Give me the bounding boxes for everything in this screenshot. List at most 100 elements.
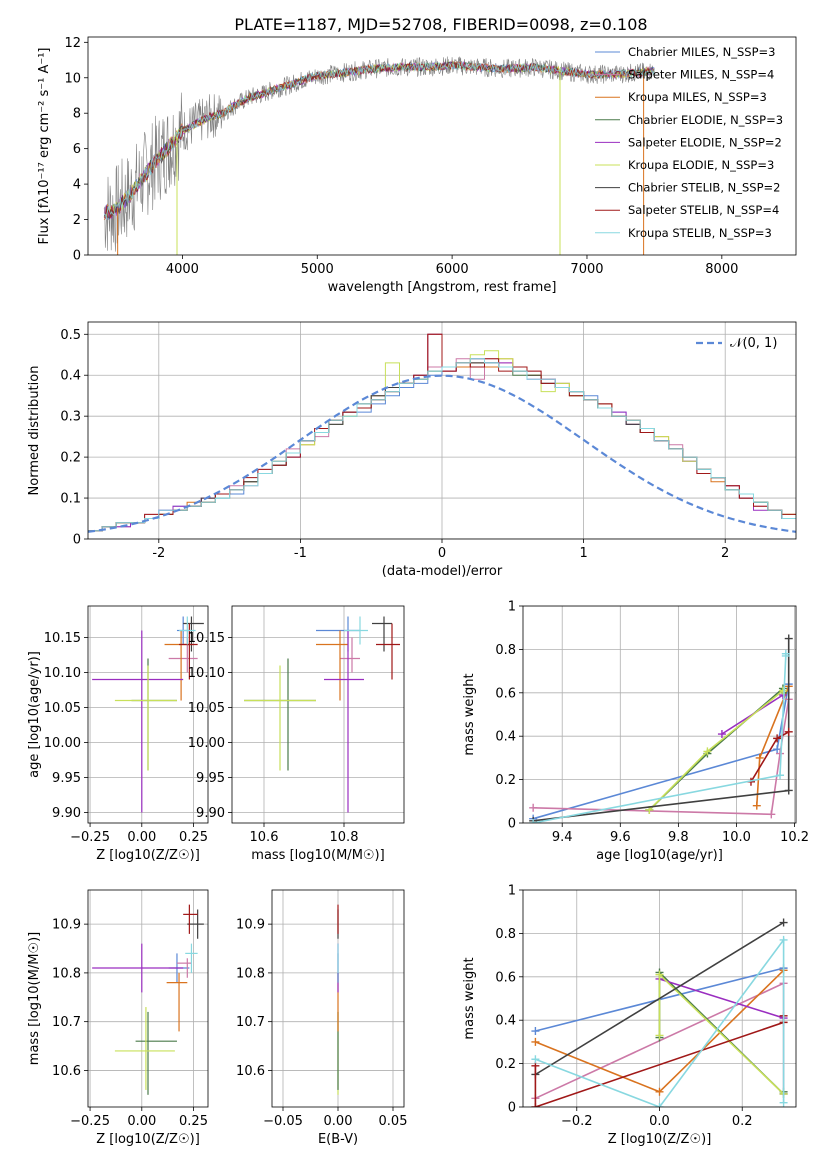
y-tick-label: 0.8 <box>495 927 516 942</box>
legend-label: 𝒩(0, 1) <box>730 336 777 351</box>
y-tick-label: 10.6 <box>236 1064 265 1079</box>
weight-marker-salpeter_stelib <box>773 734 782 743</box>
y-tick-label: 0 <box>508 1101 516 1116</box>
plot-area <box>523 606 796 823</box>
axes-frame <box>87 605 209 824</box>
y-tick-label: 0.6 <box>495 970 516 985</box>
y-tick-label: 10.00 <box>188 736 225 751</box>
y-tick-label: 0.4 <box>495 730 516 745</box>
y-tick-label: 10.8 <box>52 966 81 981</box>
legend-label: Salpeter STELIB, N_SSP=4 <box>628 203 779 217</box>
y-tick-label: 1 <box>508 600 516 615</box>
axes-frame <box>522 889 797 1108</box>
y-tick-label: 10.15 <box>188 631 225 646</box>
x-tick-label: 7000 <box>570 262 603 277</box>
y-tick-label: 0 <box>73 533 81 548</box>
legend-label: Kroupa MILES, N_SSP=3 <box>628 90 767 104</box>
panel-age-vs-mass: 10.6 10.8 9.90 9.95 10.00 10.05 10.10 10.15 mass… <box>188 605 405 863</box>
y-tick-label: 10 <box>64 71 81 86</box>
y-tick-label: 10.10 <box>44 666 81 681</box>
weight-marker-kroupa_miles <box>531 1037 540 1046</box>
panels: 4000 5000 6000 7000 8000024681012wavelength … <box>27 36 809 1147</box>
legend-label: Kroupa STELIB, N_SSP=3 <box>628 226 772 240</box>
y-tick-label: 10.6 <box>52 1064 81 1079</box>
x-tick-label: 1 <box>579 546 587 561</box>
x-tick-label: 8000 <box>705 262 738 277</box>
weight-marker-kroupa_miles <box>655 1087 664 1096</box>
y-tick-label: 10.05 <box>188 701 225 716</box>
plot-area <box>88 890 208 1107</box>
y-tick-label: 0.6 <box>495 686 516 701</box>
weight-marker-chabrier_stelib <box>784 786 793 795</box>
weight-marker-kroupa_stelib <box>776 771 785 780</box>
x-tick-label: 0.0 <box>649 1114 670 1129</box>
y-tick-label: 0.2 <box>495 773 516 788</box>
weight-marker-kroupa_miles <box>752 801 761 810</box>
x-tick-label: 9.8 <box>668 830 689 845</box>
weight-marker-chabrier_stelib <box>779 918 788 927</box>
weight-marker-chabrier_miles <box>531 1027 540 1036</box>
x-tick-label: 0.25 <box>179 1114 208 1129</box>
y-axis-label: age [log10(age/yr)] <box>27 651 42 778</box>
y-tick-label: 10.00 <box>44 736 81 751</box>
weight-marker-kroupa_stelib <box>779 935 788 944</box>
x-tick-label: 0.00 <box>324 1114 353 1129</box>
y-axis-label: mass weight <box>462 957 477 1039</box>
y-tick-label: 9.95 <box>52 771 81 786</box>
weight-marker-kroupa_stelib <box>779 1098 788 1107</box>
legend-label: Chabrier ELODIE, N_SSP=3 <box>628 113 783 127</box>
x-tick-label: 10.2 <box>780 830 809 845</box>
weight-marker-chabrier_stelib <box>784 634 793 643</box>
x-tick-label: 6000 <box>436 262 469 277</box>
axes-frame <box>87 889 209 1108</box>
y-axis-label: Normed distribution <box>27 366 42 496</box>
x-tick-label: 10.0 <box>722 830 751 845</box>
axes-frame <box>87 321 797 540</box>
weight-marker-salpeter_miles <box>529 803 538 812</box>
weight-marker-kroupa_elodie <box>655 970 664 979</box>
y-tick-label: 0 <box>508 817 516 832</box>
y-tick-label: 10.15 <box>44 631 81 646</box>
weight-marker-kroupa_stelib <box>529 819 538 823</box>
panel-massweight-vs-age: 9.4 9.6 9.8 10.0 10.2 0 0.2 0.4 0.6 0.8 1 age [log1… <box>462 600 809 864</box>
x-tick-label: 0 <box>438 546 446 561</box>
weight-marker-kroupa_stelib <box>531 1055 540 1064</box>
y-tick-label: 6 <box>73 142 81 157</box>
x-tick-label: 9.4 <box>552 830 573 845</box>
x-tick-label: 9.6 <box>610 830 631 845</box>
model-spectrum-salpeter_stelib <box>103 61 655 220</box>
weight-marker-salpeter_stelib <box>531 1103 540 1107</box>
weight-marker-salpeter_elodie <box>717 730 726 739</box>
plot-area <box>523 890 796 1107</box>
y-axis-label: mass [log10(M/M☉)] <box>27 932 42 1065</box>
x-axis-label: Z [log10(Z/Z☉)] <box>608 1132 712 1147</box>
x-tick-label: 10.6 <box>250 830 279 845</box>
x-tick-label: −0.05 <box>263 1114 303 1129</box>
x-tick-label: −0.2 <box>561 1114 593 1129</box>
y-tick-label: 10.7 <box>52 1015 81 1030</box>
weight-line-salpeter_miles <box>533 699 790 816</box>
axes-frame <box>231 605 405 824</box>
y-tick-label: 0.4 <box>495 1014 516 1029</box>
panel-mass-vs-ebv: −0.05 0.00 0.05 10.6 10.7 10.8 10.9 E(B-V) <box>236 889 407 1147</box>
figure-title: PLATE=1187, MJD=52708, FIBERID=0098, z=0… <box>234 15 647 34</box>
legend: Chabrier MILES, N_SSP=3 Salpeter MILES, N… <box>595 45 783 240</box>
x-axis-label: Z [log10(Z/Z☉)] <box>96 1132 200 1147</box>
x-tick-label: 0.00 <box>127 830 156 845</box>
x-axis-label: E(B-V) <box>318 1132 358 1147</box>
x-tick-label: 4000 <box>166 262 199 277</box>
y-tick-label: 0 <box>73 249 81 264</box>
weight-marker-salpeter_miles <box>776 749 785 758</box>
x-axis-label: age [log10(age/yr)] <box>596 848 723 863</box>
legend-label: Salpeter MILES, N_SSP=4 <box>628 68 774 82</box>
y-tick-label: 8 <box>73 107 81 122</box>
panel-spectrum: 4000 5000 6000 7000 8000 0 2 4 6 8 10 12 wavelength … <box>37 36 797 295</box>
y-tick-label: 12 <box>64 36 81 51</box>
x-axis-label: wavelength [Angstrom, rest frame] <box>328 280 557 295</box>
y-tick-label: 0.2 <box>495 1057 516 1072</box>
x-tick-label: 0.00 <box>127 1114 156 1129</box>
y-tick-label: 0.1 <box>60 492 81 507</box>
legend-label: Chabrier MILES, N_SSP=3 <box>628 45 775 59</box>
